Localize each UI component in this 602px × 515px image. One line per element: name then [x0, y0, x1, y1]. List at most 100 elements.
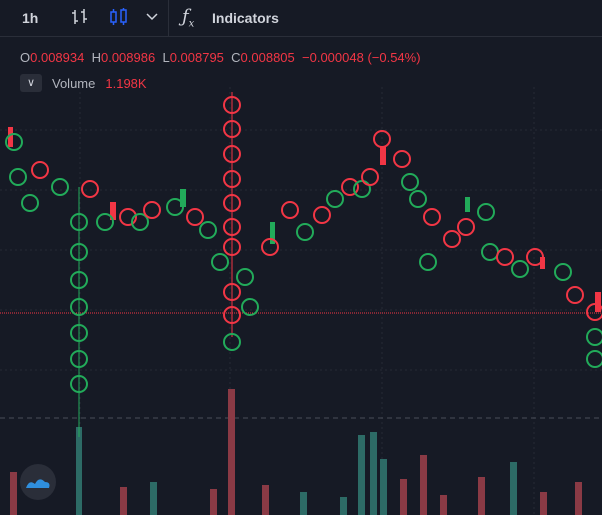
- marker: [481, 243, 499, 261]
- marker: [423, 208, 441, 226]
- candle: [465, 197, 470, 212]
- marker: [9, 168, 27, 186]
- marker: [586, 350, 602, 368]
- volume-bar: [150, 482, 157, 515]
- marker: [199, 221, 217, 239]
- marker: [5, 133, 23, 151]
- volume-bar: [440, 495, 447, 515]
- marker: [70, 350, 88, 368]
- marker: [511, 260, 529, 278]
- marker: [281, 201, 299, 219]
- marker: [223, 96, 241, 114]
- marker: [119, 208, 137, 226]
- marker: [166, 198, 184, 216]
- grid: [0, 87, 602, 515]
- marker: [443, 230, 461, 248]
- marker: [554, 263, 572, 281]
- marker: [223, 170, 241, 188]
- volume-bars: [10, 389, 582, 515]
- marker: [326, 190, 344, 208]
- volume-bar: [210, 489, 217, 515]
- marker: [223, 194, 241, 212]
- marker: [223, 218, 241, 236]
- marker: [353, 180, 371, 198]
- marker: [296, 223, 314, 241]
- candle: [540, 257, 545, 269]
- marker: [586, 328, 602, 346]
- bar-style-icon[interactable]: [70, 7, 90, 27]
- marker: [236, 268, 254, 286]
- marker: [373, 130, 391, 148]
- volume-bar: [380, 459, 387, 515]
- volume-bar: [370, 432, 377, 515]
- marker: [566, 286, 584, 304]
- candle: [595, 292, 601, 312]
- volume-bar: [300, 492, 307, 515]
- marker: [51, 178, 69, 196]
- candle: [8, 127, 13, 147]
- marker: [341, 178, 359, 196]
- marker: [586, 303, 602, 321]
- volume-bar: [120, 487, 127, 515]
- change: −0.000048 (−0.54%): [302, 50, 421, 65]
- value: 0.008805: [240, 50, 295, 65]
- marker: [223, 306, 241, 324]
- volume-bar: [228, 389, 235, 515]
- volume-bar: [400, 479, 407, 515]
- interval-button[interactable]: 1h: [22, 10, 39, 26]
- dropdown-icon[interactable]: [145, 11, 159, 23]
- logo-cloud: [26, 479, 50, 488]
- marker: [223, 145, 241, 163]
- collapse-button[interactable]: ∨: [20, 74, 42, 92]
- value: 0.008795: [169, 50, 224, 65]
- candle-style-icon[interactable]: [108, 7, 130, 27]
- marker: [96, 213, 114, 231]
- chart-canvas: [0, 87, 602, 515]
- marker: [457, 218, 475, 236]
- volume-bar: [358, 435, 365, 515]
- candle: [110, 202, 116, 220]
- marker: [401, 173, 419, 191]
- candle: [380, 147, 386, 165]
- marker: [70, 324, 88, 342]
- candle: [180, 189, 186, 207]
- marker: [223, 283, 241, 301]
- value: 0.008986: [100, 50, 156, 65]
- volume-bar: [478, 477, 485, 515]
- toolbar: 1h ƒx Indicators: [0, 0, 602, 37]
- marker: [70, 298, 88, 316]
- separator: [168, 0, 169, 36]
- volume-value: 1.198K: [105, 75, 147, 91]
- volume-bar: [575, 482, 582, 515]
- marker: [21, 194, 39, 212]
- marker: [223, 238, 241, 256]
- marker: [223, 120, 241, 138]
- indicators-button[interactable]: Indicators: [212, 10, 279, 26]
- marker: [361, 168, 379, 186]
- marker: [496, 248, 514, 266]
- marker: [70, 243, 88, 261]
- marker: [131, 213, 149, 231]
- marker: [393, 150, 411, 168]
- marker: [186, 208, 204, 226]
- label: L: [162, 50, 170, 65]
- marker: [70, 213, 88, 231]
- marker: [419, 253, 437, 271]
- volume-bar: [420, 455, 427, 515]
- volume-bar: [540, 492, 547, 515]
- marker: [409, 190, 427, 208]
- volume-bar: [340, 497, 347, 515]
- marker: [241, 298, 259, 316]
- candles: [8, 92, 601, 437]
- marker: [261, 238, 279, 256]
- label: O: [20, 50, 31, 65]
- volume-bar: [76, 427, 82, 515]
- fx-icon[interactable]: ƒx: [182, 6, 195, 30]
- marker: [31, 161, 49, 179]
- markers: [5, 96, 602, 393]
- label: C: [231, 50, 241, 65]
- volume-bar: [510, 462, 517, 515]
- marker: [223, 333, 241, 351]
- volume-legend: ∨ Volume 1.198K: [20, 74, 147, 92]
